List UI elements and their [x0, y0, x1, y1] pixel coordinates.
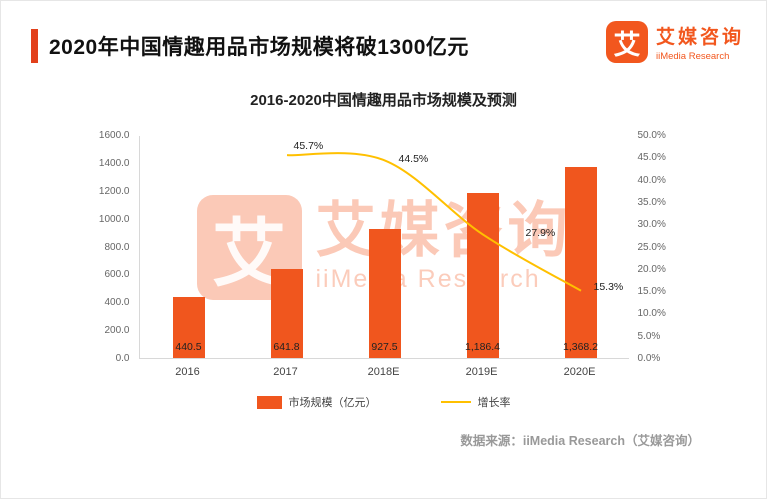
- legend-item-growth-rate: 增长率: [440, 394, 511, 410]
- y-axis-left-tick: 0.0: [115, 353, 130, 364]
- y-axis-right-tick: 30.0%: [637, 219, 666, 231]
- y-axis-left-tick: 200.0: [104, 325, 130, 337]
- y-axis-left-tick: 1000.0: [98, 213, 130, 225]
- bar-value-label: 440.5: [175, 341, 202, 353]
- x-axis-category-2017: 2017: [273, 366, 298, 378]
- y-axis-left-tick: 1400.0: [98, 157, 130, 169]
- y-axis-right-tick: 10.0%: [637, 308, 666, 320]
- logo-name-en: iiMedia Research: [655, 51, 730, 62]
- page-title-wrap: 2020年中国情趣用品市场规模将破1300亿元: [31, 29, 469, 63]
- y-axis-left: 1600.0 1400.0 1200.0 1000.0 800.0 600.0 400.0 2…: [64, 130, 139, 364]
- x-axis-category-2019E: 2019E: [465, 366, 498, 378]
- y-axis-right-tick: 35.0%: [637, 196, 666, 208]
- y-axis-left-tick: 1200.0: [98, 185, 130, 197]
- bar-2018E: [368, 228, 401, 358]
- x-axis-category-2020E: 2020E: [563, 366, 596, 378]
- bar-2017: [270, 268, 303, 358]
- bar-value-label: 927.5: [371, 341, 398, 353]
- growth-rate-label: 44.5%: [398, 152, 429, 165]
- y-axis-left-tick: 1600.0: [98, 130, 130, 141]
- legend-label: 增长率: [477, 397, 511, 409]
- y-axis-right-tick: 25.0%: [637, 241, 666, 253]
- y-axis-right-tick: 5.0%: [637, 330, 661, 342]
- data-source-note: 数据来源：iiMedia Research（艾媒咨询）: [460, 434, 700, 448]
- y-axis-right-tick: 0.0%: [637, 353, 661, 364]
- bar-legend-swatch: [256, 395, 282, 409]
- y-axis-right-tick: 40.0%: [637, 174, 666, 186]
- chart: 1600.0 1400.0 1200.0 1000.0 800.0 600.0 400.0 2…: [64, 130, 704, 410]
- chart-legend: 市场规模（亿元） 增长率: [64, 394, 704, 410]
- iimedia-logo: 艾 艾媒咨询 iiMedia Research: [605, 21, 744, 63]
- y-axis-right-tick: 50.0%: [637, 130, 666, 141]
- bar-value-label: 1,186.4: [464, 341, 501, 353]
- header: 2020年中国情趣用品市场规模将破1300亿元 艾 艾媒咨询 iiMedia R…: [1, 1, 766, 63]
- bar-2019E: [466, 192, 499, 358]
- x-axis-category-2016: 2016: [175, 366, 200, 378]
- x-axis-category-2018E: 2018E: [367, 366, 400, 378]
- logo-name-cn: 艾媒咨询: [655, 27, 744, 48]
- line-legend-swatch: [440, 401, 471, 403]
- bar-value-label: 1,368.2: [562, 341, 599, 353]
- growth-rate-label: 27.9%: [525, 226, 556, 239]
- y-axis-right: 50.0% 45.0% 40.0% 35.0% 30.0% 25.0% 20.0% 15.0%…: [629, 130, 704, 364]
- bar-2016: [172, 296, 205, 358]
- y-axis-left-tick: 800.0: [104, 241, 130, 253]
- y-axis-right-tick: 15.0%: [637, 286, 666, 298]
- y-axis-left-tick: 400.0: [104, 297, 130, 309]
- iimedia-logo-icon: 艾: [605, 21, 648, 63]
- logo-text: 艾媒咨询 iiMedia Research: [656, 22, 744, 62]
- y-axis-left-tick: 600.0: [104, 269, 130, 281]
- chart-title: 2016-2020中国情趣用品市场规模及预测: [250, 92, 517, 109]
- y-axis-right-tick: 20.0%: [637, 263, 666, 275]
- chart-plot-row: 1600.0 1400.0 1200.0 1000.0 800.0 600.0 400.0 2…: [64, 130, 704, 364]
- x-axis-categories: 2016 2017 2018E 2019E 2020E: [139, 366, 629, 378]
- growth-rate-label: 45.7%: [293, 140, 324, 153]
- growth-rate-line: [286, 152, 581, 292]
- y-axis-right-tick: 45.0%: [637, 152, 666, 164]
- legend-item-market-size: 市场规模（亿元）: [256, 394, 377, 410]
- title-accent-bar: [31, 29, 38, 63]
- page-title: 2020年中国情趣用品市场规模将破1300亿元: [49, 36, 469, 59]
- plot-area: 艾 艾媒咨询 iiMedia Research 440.5 641.8 927.5 1…: [138, 136, 629, 359]
- growth-rate-label: 15.3%: [593, 280, 624, 293]
- legend-label: 市场规模（亿元）: [288, 397, 377, 409]
- bar-2020E: [564, 167, 597, 358]
- bar-value-label: 641.8: [273, 341, 300, 353]
- x-axis: 2016 2017 2018E 2019E 2020E: [64, 359, 704, 378]
